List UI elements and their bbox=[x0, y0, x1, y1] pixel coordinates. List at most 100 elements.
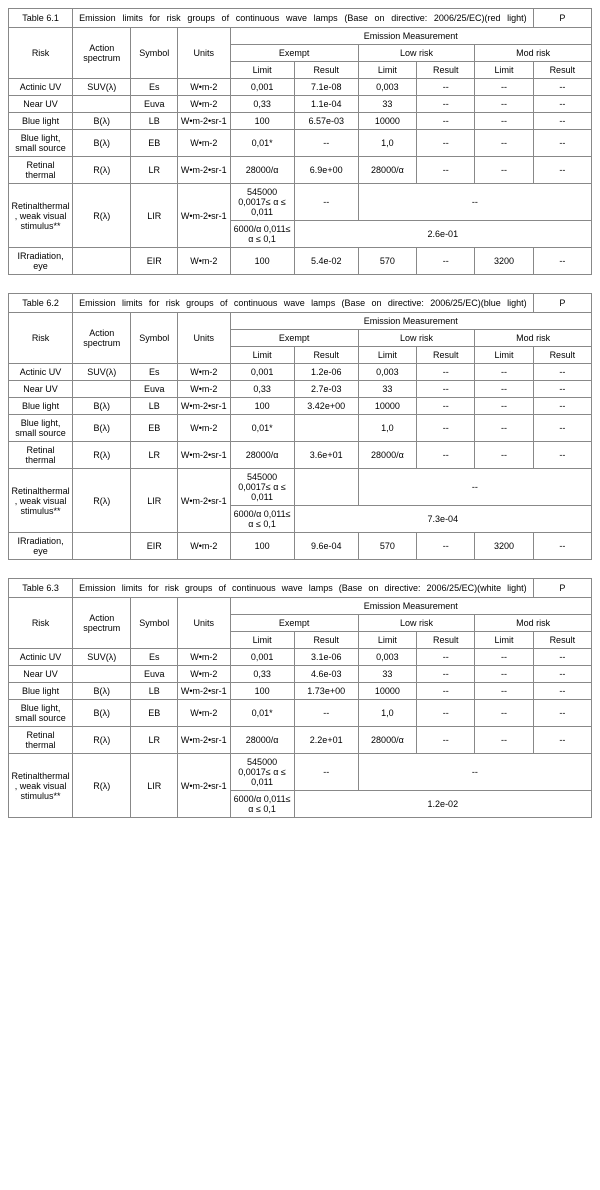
cell-risk: Retinal thermal bbox=[9, 442, 73, 469]
hdr-limit: Limit bbox=[230, 62, 294, 79]
hdr-limit: Limit bbox=[475, 632, 533, 649]
cell-mod-limit: -- bbox=[475, 683, 533, 700]
cell-spectrum bbox=[73, 666, 131, 683]
cell-low-result: -- bbox=[417, 415, 475, 442]
table-id: Table 6.2 bbox=[9, 294, 73, 313]
table-row: Near UVEuvaW•m-20,331.1e-0433------ bbox=[9, 96, 592, 113]
cell-low-result: -- bbox=[417, 442, 475, 469]
table-row: Near UVEuvaW•m-20,332.7e-0333------ bbox=[9, 381, 592, 398]
cell-risk: Blue light bbox=[9, 398, 73, 415]
cell-low-result: -- bbox=[417, 79, 475, 96]
cell-exempt-result: 5.4e-02 bbox=[294, 248, 358, 275]
cell-mod-result: -- bbox=[533, 533, 591, 560]
cell-merged: 2.6e-01 bbox=[294, 221, 591, 248]
hdr-result: Result bbox=[294, 62, 358, 79]
cell-exempt-result: 7.1e-08 bbox=[294, 79, 358, 96]
cell-spectrum: SUV(λ) bbox=[73, 364, 131, 381]
cell-spectrum: B(λ) bbox=[73, 700, 131, 727]
cell-symbol: LB bbox=[131, 113, 178, 130]
cell-exempt-limit: 0,001 bbox=[230, 649, 294, 666]
cell-risk: Retinalthermal, weak visual stimulus** bbox=[9, 469, 73, 533]
cell-units: W•m-2 bbox=[178, 415, 230, 442]
cell-mod-result: -- bbox=[533, 727, 591, 754]
cell-spectrum: R(λ) bbox=[73, 157, 131, 184]
cell-mod-result: -- bbox=[533, 248, 591, 275]
hdr-emission-measurement: Emission Measurement bbox=[230, 598, 591, 615]
hdr-result: Result bbox=[417, 632, 475, 649]
table-row: Blue light, small sourceB(λ)EBW•m-20,01*… bbox=[9, 700, 592, 727]
hdr-units: Units bbox=[178, 28, 230, 79]
hdr-emission-measurement: Emission Measurement bbox=[230, 313, 591, 330]
cell-mod-limit: -- bbox=[475, 157, 533, 184]
cell-mod-result: -- bbox=[533, 157, 591, 184]
cell-mod-limit: 3200 bbox=[475, 533, 533, 560]
cell-low-result: -- bbox=[417, 113, 475, 130]
cell-low-result: -- bbox=[417, 130, 475, 157]
cell-low-result: -- bbox=[417, 248, 475, 275]
cell-symbol: LIR bbox=[131, 184, 178, 248]
cell-low-limit: 1,0 bbox=[358, 700, 416, 727]
cell-exempt-limit: 0,001 bbox=[230, 79, 294, 96]
cell-spectrum: B(λ) bbox=[73, 683, 131, 700]
cell-exempt-limit: 545000 0,0017≤ α ≤ 0,011 bbox=[230, 754, 294, 791]
table-row: Actinic UVSUV(λ)EsW•m-20,0017.1e-080,003… bbox=[9, 79, 592, 96]
cell-low-limit: 10000 bbox=[358, 113, 416, 130]
hdr-result: Result bbox=[533, 62, 591, 79]
cell-mod-result: -- bbox=[533, 130, 591, 157]
cell-spectrum: R(λ) bbox=[73, 754, 131, 818]
cell-exempt-limit: 0,33 bbox=[230, 96, 294, 113]
cell-spectrum: SUV(λ) bbox=[73, 79, 131, 96]
cell-exempt-limit: 100 bbox=[230, 248, 294, 275]
cell-low-result: -- bbox=[417, 649, 475, 666]
cell-low-result: -- bbox=[417, 700, 475, 727]
cell-low-limit: 0,003 bbox=[358, 364, 416, 381]
cell-merged: -- bbox=[358, 754, 591, 791]
cell-mod-limit: -- bbox=[475, 442, 533, 469]
cell-symbol: EB bbox=[131, 700, 178, 727]
table-row: Retinalthermal, weak visual stimulus**R(… bbox=[9, 184, 592, 221]
p-cell: P bbox=[533, 294, 591, 313]
hdr-action-spectrum: Action spectrum bbox=[73, 28, 131, 79]
cell-low-limit: 33 bbox=[358, 381, 416, 398]
cell-units: W•m-2 bbox=[178, 79, 230, 96]
cell-units: W•m-2 bbox=[178, 533, 230, 560]
cell-mod-result: -- bbox=[533, 364, 591, 381]
cell-merged: -- bbox=[358, 469, 591, 506]
emission-table: Table 6.3Emission limits for risk groups… bbox=[8, 578, 592, 818]
cell-low-result: -- bbox=[417, 96, 475, 113]
cell-low-result: -- bbox=[417, 683, 475, 700]
cell-mod-limit: -- bbox=[475, 79, 533, 96]
hdr-units: Units bbox=[178, 313, 230, 364]
cell-exempt-result: 6.57e-03 bbox=[294, 113, 358, 130]
cell-low-limit: 28000/α bbox=[358, 727, 416, 754]
hdr-low-risk: Low risk bbox=[358, 615, 475, 632]
cell-merged: 7.3e-04 bbox=[294, 506, 591, 533]
cell-symbol: LIR bbox=[131, 469, 178, 533]
cell-mod-result: -- bbox=[533, 415, 591, 442]
cell-risk: Actinic UV bbox=[9, 79, 73, 96]
cell-exempt-limit: 28000/α bbox=[230, 442, 294, 469]
cell-low-result: -- bbox=[417, 364, 475, 381]
cell-mod-result: -- bbox=[533, 398, 591, 415]
cell-mod-result: -- bbox=[533, 683, 591, 700]
cell-mod-result: -- bbox=[533, 79, 591, 96]
cell-symbol: EB bbox=[131, 415, 178, 442]
cell-units: W•m-2•sr-1 bbox=[178, 727, 230, 754]
cell-risk: Actinic UV bbox=[9, 364, 73, 381]
cell-risk: Near UV bbox=[9, 96, 73, 113]
cell-mod-limit: -- bbox=[475, 364, 533, 381]
hdr-action-spectrum: Action spectrum bbox=[73, 598, 131, 649]
cell-exempt-result bbox=[294, 469, 358, 506]
cell-symbol: Es bbox=[131, 649, 178, 666]
hdr-result: Result bbox=[417, 347, 475, 364]
cell-exempt-limit: 6000/α 0,011≤ α ≤ 0,1 bbox=[230, 506, 294, 533]
hdr-limit: Limit bbox=[358, 347, 416, 364]
table-row: Blue light, small sourceB(λ)EBW•m-20,01*… bbox=[9, 130, 592, 157]
cell-risk: Actinic UV bbox=[9, 649, 73, 666]
hdr-symbol: Symbol bbox=[131, 28, 178, 79]
cell-mod-result: -- bbox=[533, 381, 591, 398]
cell-exempt-result: 9.6e-04 bbox=[294, 533, 358, 560]
cell-units: W•m-2•sr-1 bbox=[178, 683, 230, 700]
cell-spectrum: R(λ) bbox=[73, 727, 131, 754]
hdr-risk: Risk bbox=[9, 598, 73, 649]
